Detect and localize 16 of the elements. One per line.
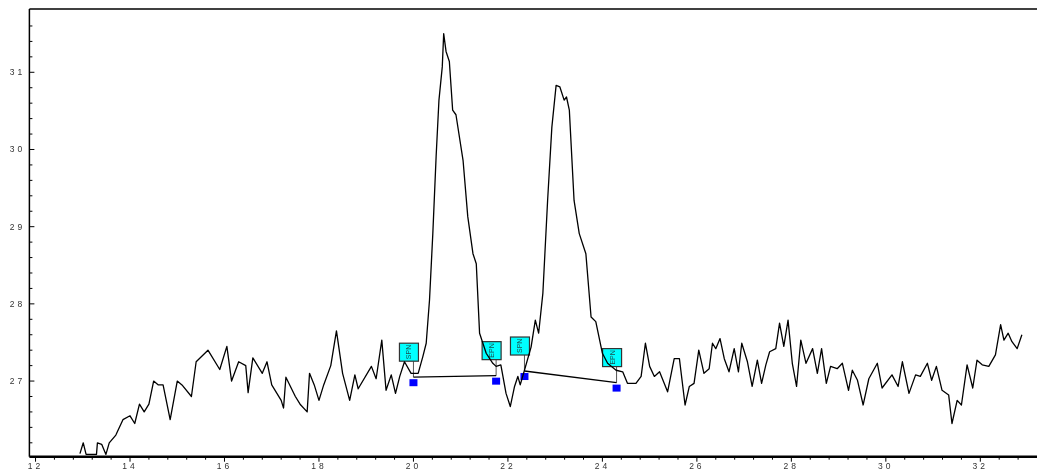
x-tick-label: 16 xyxy=(216,460,233,471)
y-tick-label: 29 xyxy=(9,221,26,232)
x-tick-label: 28 xyxy=(783,460,800,471)
y-tick-label: 27 xyxy=(9,376,26,387)
x-tick-label: 24 xyxy=(594,460,611,471)
x-tick-label: 32 xyxy=(972,460,989,471)
y-tick-label: 30 xyxy=(9,144,26,155)
x-tick-label: 22 xyxy=(500,460,516,471)
x-tick-label: 30 xyxy=(878,460,894,471)
x-tick-label: 18 xyxy=(311,460,327,471)
x-tick-label: 12 xyxy=(27,460,44,471)
x-tick-label: 14 xyxy=(122,460,138,471)
y-tick-label: 31 xyxy=(9,67,26,78)
x-tick-label: 20 xyxy=(405,460,422,471)
y-tick-label: 28 xyxy=(9,298,26,309)
x-tick-label: 26 xyxy=(689,460,705,471)
